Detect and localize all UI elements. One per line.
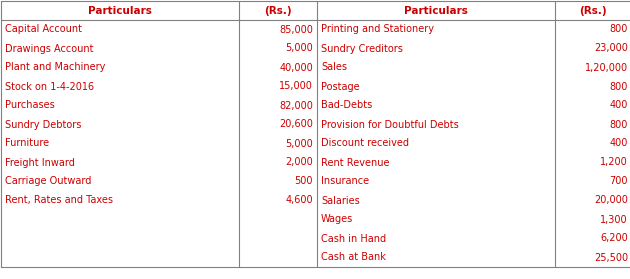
Text: Printing and Stationery: Printing and Stationery xyxy=(321,25,434,35)
Text: 5,000: 5,000 xyxy=(285,44,313,54)
Text: Discount received: Discount received xyxy=(321,138,409,148)
Text: Rent Revenue: Rent Revenue xyxy=(321,158,389,167)
Text: Carriage Outward: Carriage Outward xyxy=(5,177,91,186)
Text: Stock on 1-4-2016: Stock on 1-4-2016 xyxy=(5,81,94,92)
Text: 82,000: 82,000 xyxy=(279,100,313,110)
Text: Wages: Wages xyxy=(321,215,353,225)
Text: Sundry Debtors: Sundry Debtors xyxy=(5,119,81,129)
Text: 1,200: 1,200 xyxy=(600,158,628,167)
Text: 2,000: 2,000 xyxy=(285,158,313,167)
Text: 400: 400 xyxy=(610,100,628,110)
Text: Provision for Doubtful Debts: Provision for Doubtful Debts xyxy=(321,119,459,129)
Text: Purchases: Purchases xyxy=(5,100,55,110)
Text: 800: 800 xyxy=(610,81,628,92)
Text: Cash at Bank: Cash at Bank xyxy=(321,252,386,263)
Text: Postage: Postage xyxy=(321,81,360,92)
Text: 700: 700 xyxy=(609,177,628,186)
Text: Freight Inward: Freight Inward xyxy=(5,158,75,167)
Text: 23,000: 23,000 xyxy=(594,44,628,54)
Text: Rent, Rates and Taxes: Rent, Rates and Taxes xyxy=(5,196,113,206)
Text: 1,300: 1,300 xyxy=(600,215,628,225)
Text: Capital Account: Capital Account xyxy=(5,25,82,35)
Text: Sundry Creditors: Sundry Creditors xyxy=(321,44,403,54)
Text: (Rs.): (Rs.) xyxy=(264,6,292,16)
Text: Sales: Sales xyxy=(321,62,347,73)
Text: Bad-Debts: Bad-Debts xyxy=(321,100,372,110)
Text: 20,000: 20,000 xyxy=(594,196,628,206)
Text: Cash in Hand: Cash in Hand xyxy=(321,234,386,244)
Text: Drawings Account: Drawings Account xyxy=(5,44,93,54)
Text: Insurance: Insurance xyxy=(321,177,369,186)
Text: 5,000: 5,000 xyxy=(285,138,313,148)
Text: 85,000: 85,000 xyxy=(279,25,313,35)
Text: (Rs.): (Rs.) xyxy=(579,6,607,16)
Text: Plant and Machinery: Plant and Machinery xyxy=(5,62,105,73)
Text: 500: 500 xyxy=(294,177,313,186)
Text: 20,600: 20,600 xyxy=(279,119,313,129)
Text: 400: 400 xyxy=(610,138,628,148)
Text: Particulars: Particulars xyxy=(88,6,152,16)
Text: 15,000: 15,000 xyxy=(279,81,313,92)
Text: 4,600: 4,600 xyxy=(285,196,313,206)
Text: 40,000: 40,000 xyxy=(279,62,313,73)
Text: 800: 800 xyxy=(610,119,628,129)
Text: 800: 800 xyxy=(610,25,628,35)
Text: 1,20,000: 1,20,000 xyxy=(585,62,628,73)
Text: Furniture: Furniture xyxy=(5,138,49,148)
Text: 6,200: 6,200 xyxy=(600,234,628,244)
Text: Salaries: Salaries xyxy=(321,196,360,206)
Text: Particulars: Particulars xyxy=(404,6,468,16)
Text: 25,500: 25,500 xyxy=(594,252,628,263)
